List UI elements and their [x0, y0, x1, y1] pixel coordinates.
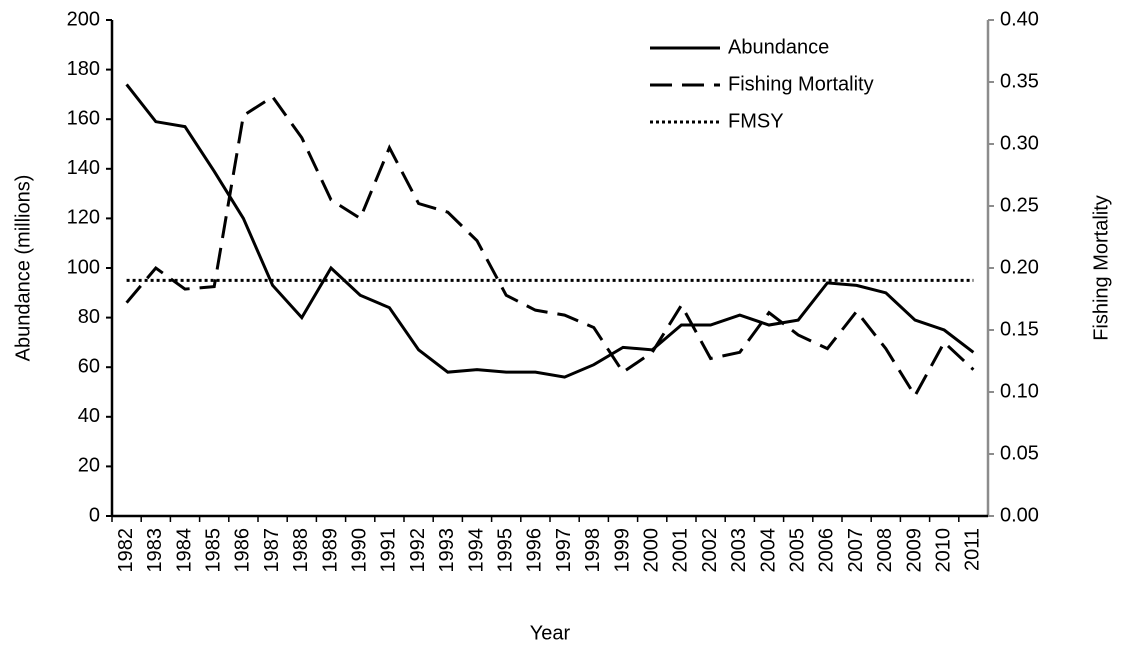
x-tick-label: 1998: [582, 528, 604, 573]
x-tick-label: 1984: [173, 528, 195, 573]
y-tick-label: 120: [67, 207, 100, 229]
x-tick-label: 2011: [962, 528, 984, 571]
x-tick-label: 1997: [553, 528, 575, 573]
x-tick-label: 1992: [407, 528, 429, 573]
x-tick-label: 1982: [115, 528, 137, 573]
legend-label: Abundance: [728, 36, 829, 58]
x-tick-label: 1990: [348, 528, 370, 573]
x-tick-label: 2005: [786, 528, 808, 573]
x-tick-label: 2004: [757, 528, 779, 573]
y-tick-label: 200: [67, 8, 100, 30]
y2-tick-label: 0.10: [1000, 380, 1039, 402]
x-tick-label: 1988: [290, 528, 312, 573]
y2-tick-label: 0.40: [1000, 8, 1039, 30]
y2-axis-title: Fishing Mortality: [1090, 195, 1112, 341]
x-tick-label: 1989: [319, 528, 341, 573]
y2-tick-label: 0.15: [1000, 318, 1039, 340]
x-tick-label: 2001: [670, 528, 692, 573]
x-tick-label: 1991: [378, 528, 400, 573]
x-tick-label: 1986: [232, 528, 254, 573]
x-tick-label: 2009: [903, 528, 925, 573]
x-tick-label: 2003: [728, 528, 750, 573]
y2-tick-label: 0.25: [1000, 194, 1039, 216]
y2-tick-label: 0.00: [1000, 504, 1039, 526]
x-tick-label: 1987: [261, 528, 283, 573]
series-line: [125, 83, 975, 379]
y-tick-label: 160: [67, 107, 100, 129]
x-tick-label: 1995: [494, 528, 516, 573]
x-tick-label: 2000: [640, 528, 662, 573]
y-axis-title: Abundance (millions): [12, 175, 34, 362]
x-tick-label: 2002: [699, 528, 721, 573]
y-tick-label: 180: [67, 58, 100, 80]
y-tick-label: 0: [89, 504, 100, 526]
y-tick-label: 60: [78, 355, 100, 377]
x-tick-label: 2007: [845, 528, 867, 573]
y2-tick-label: 0.05: [1000, 442, 1039, 464]
x-tick-label: 2008: [874, 528, 896, 573]
x-tick-label: 1996: [524, 528, 546, 573]
x-tick-label: 1994: [465, 528, 487, 573]
y2-tick-label: 0.20: [1000, 256, 1039, 278]
y2-tick-label: 0.35: [1000, 70, 1039, 92]
series-line: [125, 94, 975, 399]
y-tick-label: 140: [67, 157, 100, 179]
y2-tick-label: 0.30: [1000, 132, 1039, 154]
legend-label: Fishing Mortality: [728, 73, 874, 95]
x-tick-label: 1985: [202, 528, 224, 573]
y-tick-label: 40: [78, 405, 100, 427]
x-tick-label: 2010: [932, 528, 954, 573]
x-tick-label: 1999: [611, 528, 633, 573]
y-tick-label: 80: [78, 306, 100, 328]
y-tick-label: 100: [67, 256, 100, 278]
y-tick-label: 20: [78, 455, 100, 477]
x-axis-title: Year: [530, 622, 571, 644]
x-tick-label: 1983: [144, 528, 166, 573]
legend-label: FMSY: [728, 110, 784, 132]
x-tick-label: 1993: [436, 528, 458, 573]
x-tick-label: 2006: [816, 528, 838, 573]
